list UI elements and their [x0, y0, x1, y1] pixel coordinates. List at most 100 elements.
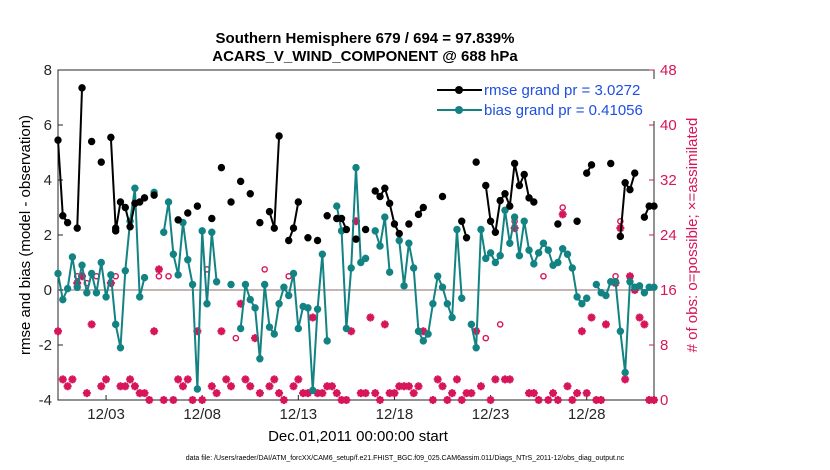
rmse-point [111, 227, 120, 235]
rmse-point [54, 136, 62, 144]
obs-assimilated-marker [501, 375, 509, 384]
bias-point [448, 313, 456, 322]
obs-assimilated-marker [534, 396, 543, 404]
obs-assimilated-marker [308, 313, 317, 322]
rmse-point [515, 181, 524, 190]
rmse-point [150, 191, 158, 199]
bias-point [309, 386, 317, 395]
bias-point [275, 300, 283, 308]
obs-assimilated-marker [510, 224, 519, 233]
rmse-point [337, 214, 346, 223]
obs-assimilated-marker [356, 389, 365, 398]
rmse-point [59, 212, 67, 220]
bias-point [381, 213, 389, 221]
obs-assimilated-marker [380, 320, 389, 329]
rmse-point [376, 192, 384, 201]
obs-assimilated-marker [371, 389, 380, 398]
rmse-point [607, 159, 615, 168]
obs-assimilated-marker [299, 389, 308, 398]
obs-assimilated-marker [558, 210, 567, 219]
bias-point [611, 278, 620, 286]
legend-rmse-label: rmse grand pr = 3.0272 [484, 82, 640, 99]
x-axis-label: Dec.01,2011 00:00:00 start [268, 428, 449, 445]
obs-assimilated-marker [385, 389, 394, 398]
legend-box [432, 79, 658, 121]
bias-point [289, 269, 298, 278]
obs-assimilated-marker [97, 382, 106, 391]
bias-point [323, 337, 331, 345]
bias-point [260, 280, 269, 289]
bias-point [357, 258, 365, 267]
bias-point [251, 304, 259, 312]
bias-point [602, 291, 610, 300]
obs-assimilated-marker [337, 396, 346, 404]
obs-assimilated-marker [467, 389, 476, 398]
rmse-point [289, 224, 298, 232]
x-tick-label: 12/18 [376, 406, 414, 423]
obs-assimilated-marker [130, 382, 139, 391]
bias-point [558, 245, 567, 253]
rmse-point [107, 133, 115, 142]
bias-point [256, 355, 264, 363]
obs-assimilated-marker [193, 327, 202, 336]
obs-assimilated-marker [505, 375, 514, 384]
rmse-point [525, 194, 533, 202]
rmse-point [323, 212, 331, 220]
obs-assimilated-marker [241, 375, 250, 384]
obs-possible-marker [496, 321, 504, 328]
obs-possible-marker [482, 334, 490, 342]
obs-assimilated-marker [366, 313, 375, 322]
obs-assimilated-marker [116, 382, 125, 391]
x-tick-label: 12/23 [472, 406, 510, 423]
bias-point [458, 294, 466, 302]
rmse-point [246, 190, 254, 198]
obs-assimilated-marker [544, 396, 553, 404]
bias-point [414, 327, 423, 335]
x-tick-label: 12/03 [87, 406, 125, 423]
rmse-point [405, 220, 413, 228]
y-tick-label: 8 [44, 62, 52, 79]
bias-point [107, 271, 115, 279]
obs-assimilated-marker [419, 327, 428, 336]
rmse-point [438, 192, 447, 201]
obs-assimilated-marker [443, 396, 452, 404]
rmse-point [506, 202, 514, 210]
obs-assimilated-marker [58, 375, 67, 384]
rmse-point [73, 224, 81, 232]
obs-assimilated-marker [400, 382, 409, 391]
bias-line [470, 210, 588, 348]
bias-point [294, 324, 303, 333]
bias-point [140, 273, 149, 282]
obs-assimilated-marker [303, 389, 312, 398]
bias-point [164, 198, 173, 206]
y-tick-label: 4 [44, 172, 52, 189]
obs-assimilated-marker [640, 320, 649, 329]
bias-point [73, 283, 81, 291]
y-tick-label: 0 [44, 282, 52, 299]
obs-assimilated-marker [150, 327, 159, 336]
bias-point [491, 258, 500, 267]
rmse-point [217, 163, 226, 172]
y2-tick-label: 32 [660, 172, 677, 189]
obs-assimilated-marker [352, 217, 360, 226]
bias-point [333, 202, 341, 210]
obs-assimilated-marker [227, 382, 236, 391]
rmse-point [140, 194, 149, 202]
rmse-point [381, 184, 389, 192]
bias-point [131, 184, 139, 192]
obs-assimilated-marker [568, 396, 577, 404]
bias-point [193, 385, 202, 393]
data-file-footnote: data file: /Users/raeder/DAI/ATM_forcXX/… [186, 455, 625, 462]
obs-possible-marker [155, 272, 163, 280]
obs-assimilated-marker [645, 396, 654, 404]
bias-point [568, 264, 576, 272]
legend-bias-marker [455, 106, 463, 114]
obs-assimilated-marker [462, 389, 471, 398]
bias-point [174, 271, 182, 279]
y2-tick-label: 40 [660, 117, 677, 134]
bias-point [650, 283, 658, 291]
y-tick-label: -2 [39, 337, 52, 354]
obs-possible-marker [165, 272, 172, 280]
bias-point [68, 253, 77, 261]
y2-tick-label: 24 [660, 227, 677, 244]
